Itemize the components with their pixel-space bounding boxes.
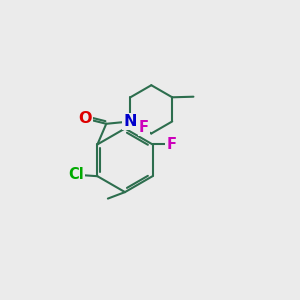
Text: Cl: Cl <box>68 167 84 182</box>
Text: F: F <box>167 137 177 152</box>
Text: F: F <box>139 119 149 134</box>
Text: O: O <box>78 111 92 126</box>
Text: N: N <box>124 114 137 129</box>
Text: N: N <box>124 114 137 129</box>
